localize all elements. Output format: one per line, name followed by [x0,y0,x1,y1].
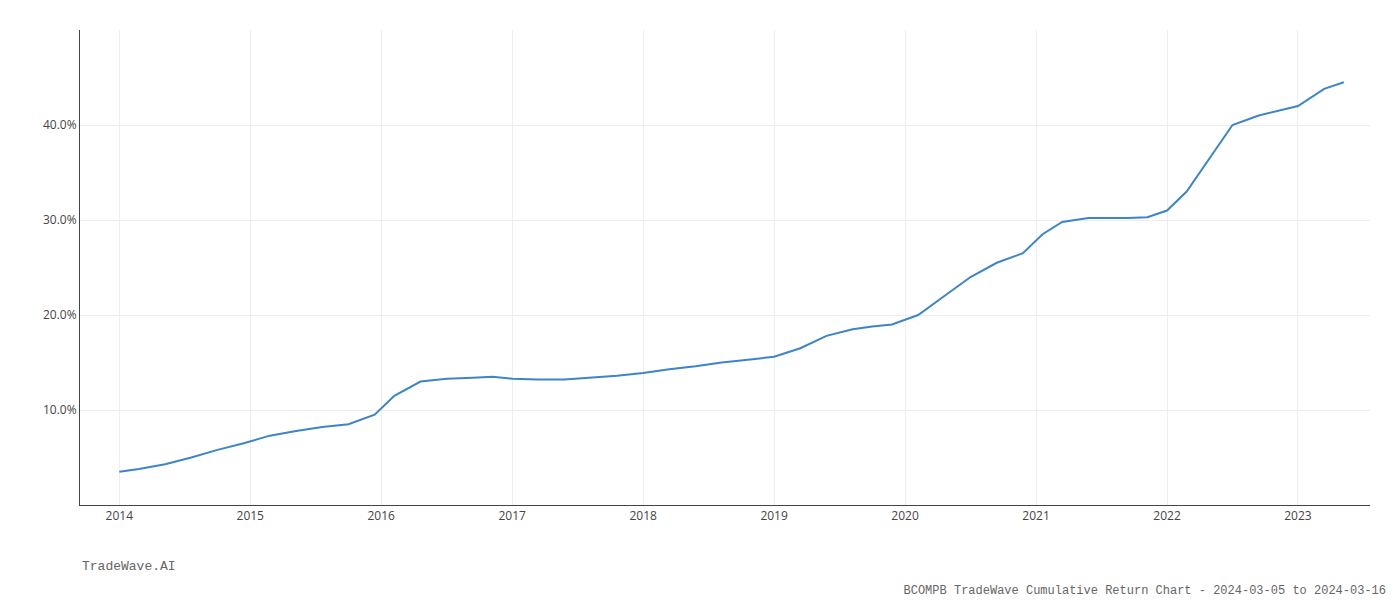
svg-text:2022: 2022 [1153,507,1181,524]
svg-text:2021: 2021 [1022,507,1049,524]
svg-text:30.0%: 30.0% [43,211,77,228]
svg-text:10.0%: 10.0% [43,401,77,418]
svg-text:2017: 2017 [498,507,526,524]
svg-text:20.0%: 20.0% [43,306,77,323]
svg-text:TradeWave.AI: TradeWave.AI [82,559,176,574]
svg-text:2018: 2018 [629,507,657,524]
svg-text:2023: 2023 [1284,507,1312,524]
svg-text:2015: 2015 [237,507,265,524]
svg-text:2019: 2019 [760,507,788,524]
svg-text:2016: 2016 [367,507,395,524]
svg-text:BCOMPB TradeWave Cumulative Re: BCOMPB TradeWave Cumulative Return Chart… [904,584,1386,598]
svg-text:2014: 2014 [106,507,134,524]
svg-text:40.0%: 40.0% [43,116,77,133]
svg-text:2020: 2020 [891,507,919,524]
